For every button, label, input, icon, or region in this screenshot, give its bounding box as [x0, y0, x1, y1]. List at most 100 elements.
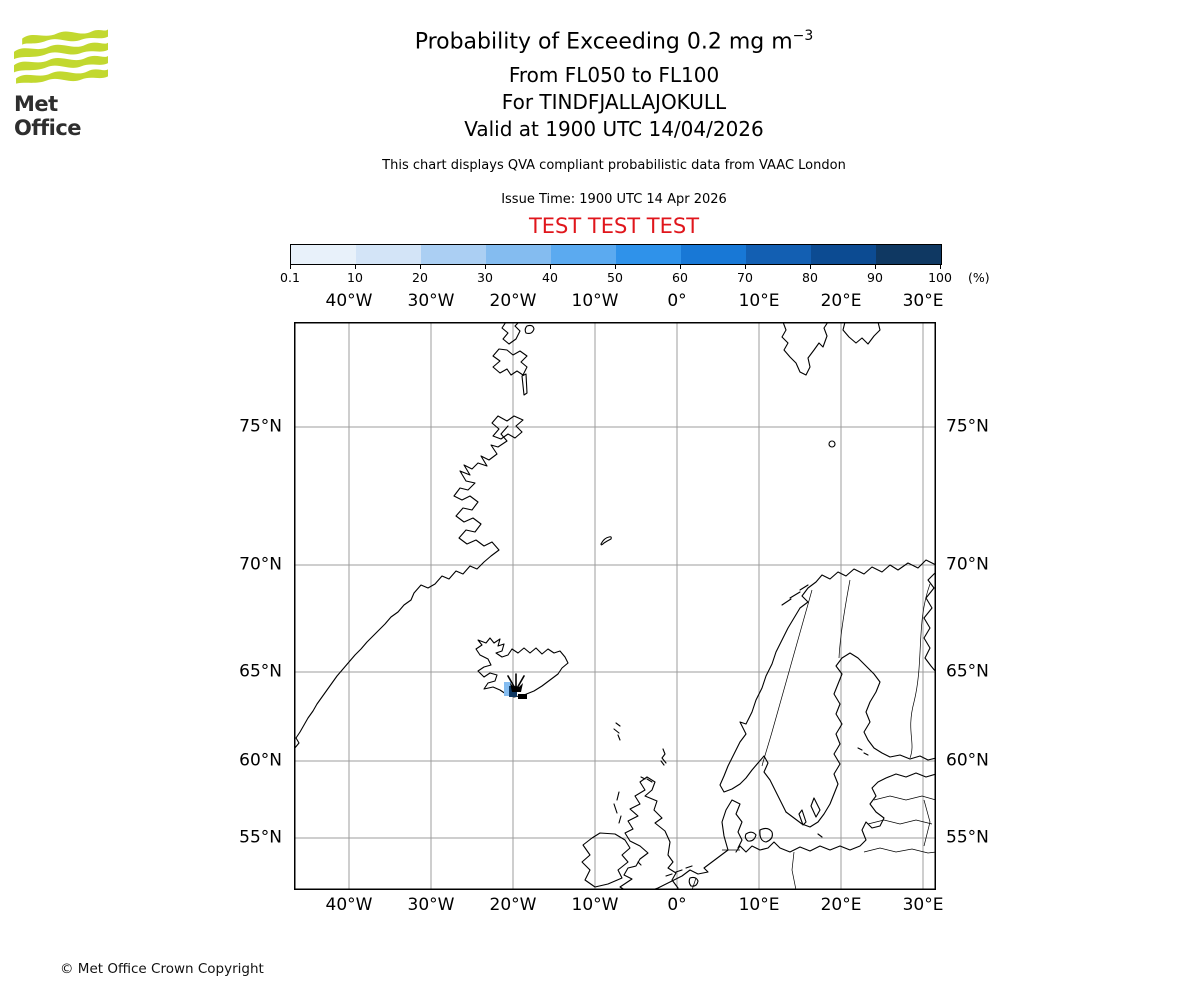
- overlay-cell-light: [504, 682, 511, 696]
- coastline-hebrides: [613, 791, 642, 866]
- colorbar-tick: [615, 264, 616, 269]
- colorbar-tick: [485, 264, 486, 269]
- colorbar-segment: [681, 245, 746, 264]
- colorbar-tick-label: 0.1: [280, 270, 300, 285]
- lon-label: 20°E: [820, 291, 862, 311]
- lon-label: 30°W: [407, 291, 455, 311]
- lon-label: 10°E: [738, 895, 780, 915]
- subtitle-valid-time: Valid at 1900 UTC 14/04/2026: [464, 117, 764, 141]
- coastline-greenland: [294, 425, 509, 750]
- colorbar-tick-label: 60: [672, 270, 688, 285]
- colorbar-tick-label: 40: [542, 270, 558, 285]
- page-title: Probability of Exceeding 0.2 mg m−3: [28, 28, 1200, 54]
- title-exponent: −3: [792, 28, 814, 44]
- lon-label: 10°W: [571, 895, 619, 915]
- lat-label: 70°N: [946, 554, 989, 575]
- colorbar-tick-label: 70: [737, 270, 753, 285]
- colorbar-tick: [420, 264, 421, 269]
- lon-label: 0°: [667, 291, 687, 311]
- lon-label: 40°W: [325, 291, 373, 311]
- colorbar-segment: [616, 245, 681, 264]
- colorbar-tick: [875, 264, 876, 269]
- colorbar-segment: [486, 245, 551, 264]
- test-banner: TEST TEST TEST: [528, 214, 700, 238]
- lat-labels-left: 75°N 70°N 65°N 60°N 55°N: [226, 322, 288, 890]
- map-frame: [294, 322, 936, 890]
- met-office-logo-text: Met Office: [14, 92, 82, 140]
- lat-label: 55°N: [239, 827, 282, 848]
- title-main: Probability of Exceeding 0.2 mg m: [414, 29, 793, 55]
- lat-label: 65°N: [239, 661, 282, 682]
- lon-label: 10°E: [738, 291, 780, 311]
- lat-label: 60°N: [239, 750, 282, 771]
- colorbar-unit-label: (%): [968, 270, 990, 285]
- map-canvas: [294, 322, 936, 890]
- colorbar: [290, 244, 942, 265]
- met-office-logo: Met Office: [14, 28, 124, 140]
- colorbar-tick-label: 80: [802, 270, 818, 285]
- lat-label: 55°N: [946, 827, 989, 848]
- colorbar-segment: [876, 245, 941, 264]
- colorbar-tick: [550, 264, 551, 269]
- coastline-lofoten: [781, 584, 809, 606]
- coastline-shetland: [660, 748, 667, 766]
- colorbar-segment: [356, 245, 421, 264]
- coastline-svalbard: [781, 322, 881, 376]
- colorbar-tick: [680, 264, 681, 269]
- lon-label: 40°W: [325, 895, 373, 915]
- coastline-denmark: [721, 799, 823, 851]
- copyright: © Met Office Crown Copyright: [60, 961, 264, 977]
- colorbar-tick-label: 30: [477, 270, 493, 285]
- issue-time: Issue Time: 1900 UTC 14 Apr 2026: [501, 192, 727, 207]
- colorbar-segment: [811, 245, 876, 264]
- lat-label: 75°N: [946, 416, 989, 437]
- lon-label: 20°E: [820, 895, 862, 915]
- coastline-gotland-oland-aland: [798, 747, 869, 826]
- colorbar-tick: [940, 264, 941, 269]
- lon-label: 20°W: [489, 895, 537, 915]
- volcano-icon: [507, 673, 527, 699]
- colorbar-tick-labels: 0.1 10 20 30 40 50 60 70 80 90 100: [280, 270, 952, 286]
- coastline-ireland: [581, 832, 631, 888]
- coastline-jan-mayen: [600, 536, 612, 546]
- colorbar-tick: [290, 264, 291, 269]
- coastline-iceland: [475, 637, 569, 698]
- country-borders: [691, 579, 936, 890]
- colorbar-tick-label: 100: [928, 270, 952, 285]
- colorbar-ticks: [290, 264, 941, 269]
- colorbar-segment: [291, 245, 356, 264]
- graticule: [294, 322, 936, 890]
- coastline-norway: [719, 559, 936, 813]
- coastline-white-sea: [923, 571, 936, 673]
- coastline-bear-island: [828, 440, 836, 448]
- qva-note: This chart displays QVA compliant probab…: [382, 158, 846, 173]
- colorbar-segment: [421, 245, 486, 264]
- lon-label: 30°E: [902, 291, 944, 311]
- colorbar-tick: [810, 264, 811, 269]
- colorbar-segment: [746, 245, 811, 264]
- coastline-baltic-south-east: [735, 772, 936, 853]
- lon-labels-top: 40°W 30°W 20°W 10°W 0° 10°E 20°E 30°E: [294, 291, 944, 311]
- lon-labels-bottom: 40°W 30°W 20°W 10°W 0° 10°E 20°E 30°E: [294, 895, 944, 915]
- coastline-greenland-north-islands: [491, 322, 535, 440]
- colorbar-segment: [551, 245, 616, 264]
- coastline-faroe-islands: [613, 722, 621, 741]
- lat-label: 70°N: [239, 554, 282, 575]
- met-office-waves-icon: [14, 29, 108, 84]
- lat-labels-right: 75°N 70°N 65°N 60°N 55°N: [942, 322, 1004, 890]
- colorbar-tick: [745, 264, 746, 269]
- lon-label: 0°: [667, 895, 687, 915]
- coastline-german-bight-netherlands: [651, 849, 729, 890]
- colorbar-tick-label: 90: [867, 270, 883, 285]
- lat-label: 60°N: [946, 750, 989, 771]
- lon-label: 30°E: [902, 895, 944, 915]
- subtitle-volcano: For TINDFJALLAJOKULL: [501, 90, 727, 114]
- lon-label: 30°W: [407, 895, 455, 915]
- colorbar-tick-label: 10: [347, 270, 363, 285]
- colorbar-tick: [355, 264, 356, 269]
- coastline-britain: [619, 776, 679, 890]
- colorbar-tick-label: 50: [607, 270, 623, 285]
- colorbar-tick-label: 20: [412, 270, 428, 285]
- lon-label: 20°W: [489, 291, 537, 311]
